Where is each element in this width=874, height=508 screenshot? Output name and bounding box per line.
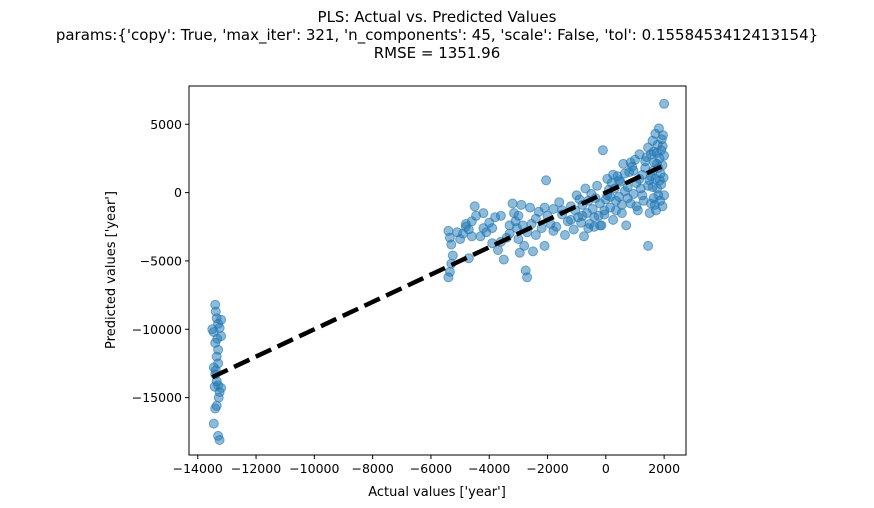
- data-point: [592, 180, 603, 191]
- x-tick-label: 2000: [648, 461, 680, 476]
- data-point: [446, 239, 457, 250]
- data-point: [628, 165, 639, 176]
- data-point: [541, 175, 552, 186]
- data-point: [640, 156, 651, 167]
- x-tick-label: −4000: [468, 461, 510, 476]
- x-ticks: −14000 −12000 −10000 −8000 −6000 −4000 −2000 0 2…: [173, 455, 680, 476]
- x-tick-label: −6000: [410, 461, 452, 476]
- plot-frame: [188, 85, 687, 456]
- x-tick-label: −10000: [289, 461, 339, 476]
- data-point: [466, 231, 477, 242]
- data-point: [528, 246, 538, 257]
- data-point: [657, 201, 668, 212]
- data-point: [583, 223, 594, 234]
- data-point: [447, 250, 458, 261]
- data-point: [214, 435, 225, 445]
- data-point: [469, 201, 480, 212]
- data-point: [619, 168, 630, 179]
- data-point: [530, 230, 541, 240]
- data-point: [455, 234, 466, 245]
- data-point: [208, 418, 219, 429]
- data-point: [539, 202, 550, 213]
- data-point: [513, 210, 524, 221]
- data-point: [214, 322, 225, 333]
- data-point: [516, 199, 527, 210]
- data-point: [579, 231, 589, 242]
- data-point: [597, 145, 608, 156]
- data-point: [568, 224, 579, 235]
- data-point: [625, 157, 636, 168]
- chart-title: PLS: Actual vs. Predicted Values params:…: [56, 8, 818, 62]
- data-point: [560, 230, 570, 240]
- title-line-2: params:{'copy': True, 'max_iter': 321, '…: [56, 26, 818, 45]
- data-point: [659, 190, 670, 201]
- title-line-3: RMSE = 1351.96: [374, 44, 501, 62]
- data-point: [209, 381, 220, 392]
- y-axis-label: Predicted values ['year']: [104, 191, 119, 349]
- y-tick-label: −10000: [132, 322, 182, 337]
- data-point: [466, 216, 477, 227]
- data-point: [611, 205, 621, 216]
- data-point: [637, 190, 648, 201]
- data-point: [643, 180, 654, 191]
- data-point: [595, 220, 605, 231]
- data-point: [602, 173, 613, 184]
- data-point: [589, 212, 600, 223]
- y-tick-label: −5000: [140, 253, 182, 268]
- data-point: [216, 314, 227, 325]
- data-point: [498, 254, 509, 265]
- title-line-1: PLS: Actual vs. Predicted Values: [318, 8, 557, 26]
- data-point: [621, 220, 632, 231]
- x-tick-label: −2000: [526, 461, 568, 476]
- data-point: [493, 245, 503, 255]
- data-point: [504, 220, 515, 231]
- data-point: [648, 146, 659, 157]
- data-point: [657, 141, 668, 152]
- data-point: [495, 210, 506, 221]
- data-point: [443, 272, 454, 283]
- data-point: [525, 202, 535, 213]
- data-point: [213, 392, 224, 403]
- data-point: [554, 197, 565, 208]
- data-point: [643, 240, 654, 251]
- x-tick-label: −8000: [351, 461, 393, 476]
- data-point: [212, 333, 223, 344]
- data-point: [622, 193, 633, 204]
- y-tick-label: 0: [174, 185, 182, 200]
- data-point: [487, 223, 498, 234]
- data-point: [599, 209, 610, 220]
- reference-line: [211, 164, 663, 380]
- data-point: [548, 225, 559, 236]
- y-ticks: −15000 −10000 −5000 0 5000: [132, 117, 189, 405]
- data-point: [646, 198, 656, 209]
- data-point: [654, 175, 665, 186]
- data-point: [658, 130, 668, 141]
- y-tick-label: −15000: [132, 390, 182, 405]
- data-point: [631, 201, 642, 212]
- x-tick-label: −14000: [173, 461, 223, 476]
- x-axis-label: Actual values ['year']: [368, 485, 506, 500]
- data-point: [519, 240, 530, 251]
- data-point: [522, 272, 533, 283]
- x-tick-label: −12000: [231, 461, 281, 476]
- y-tick-label: 5000: [150, 117, 182, 132]
- data-point: [478, 208, 489, 219]
- data-point: [608, 214, 619, 225]
- data-point: [659, 98, 670, 109]
- data-point: [530, 213, 541, 224]
- data-point: [507, 198, 518, 209]
- reference-line-layer: [211, 164, 663, 380]
- data-point: [211, 400, 222, 411]
- x-tick-label: 0: [602, 461, 610, 476]
- data-point: [539, 240, 550, 251]
- data-point: [659, 150, 670, 161]
- data-point: [565, 214, 576, 225]
- data-point: [577, 210, 588, 221]
